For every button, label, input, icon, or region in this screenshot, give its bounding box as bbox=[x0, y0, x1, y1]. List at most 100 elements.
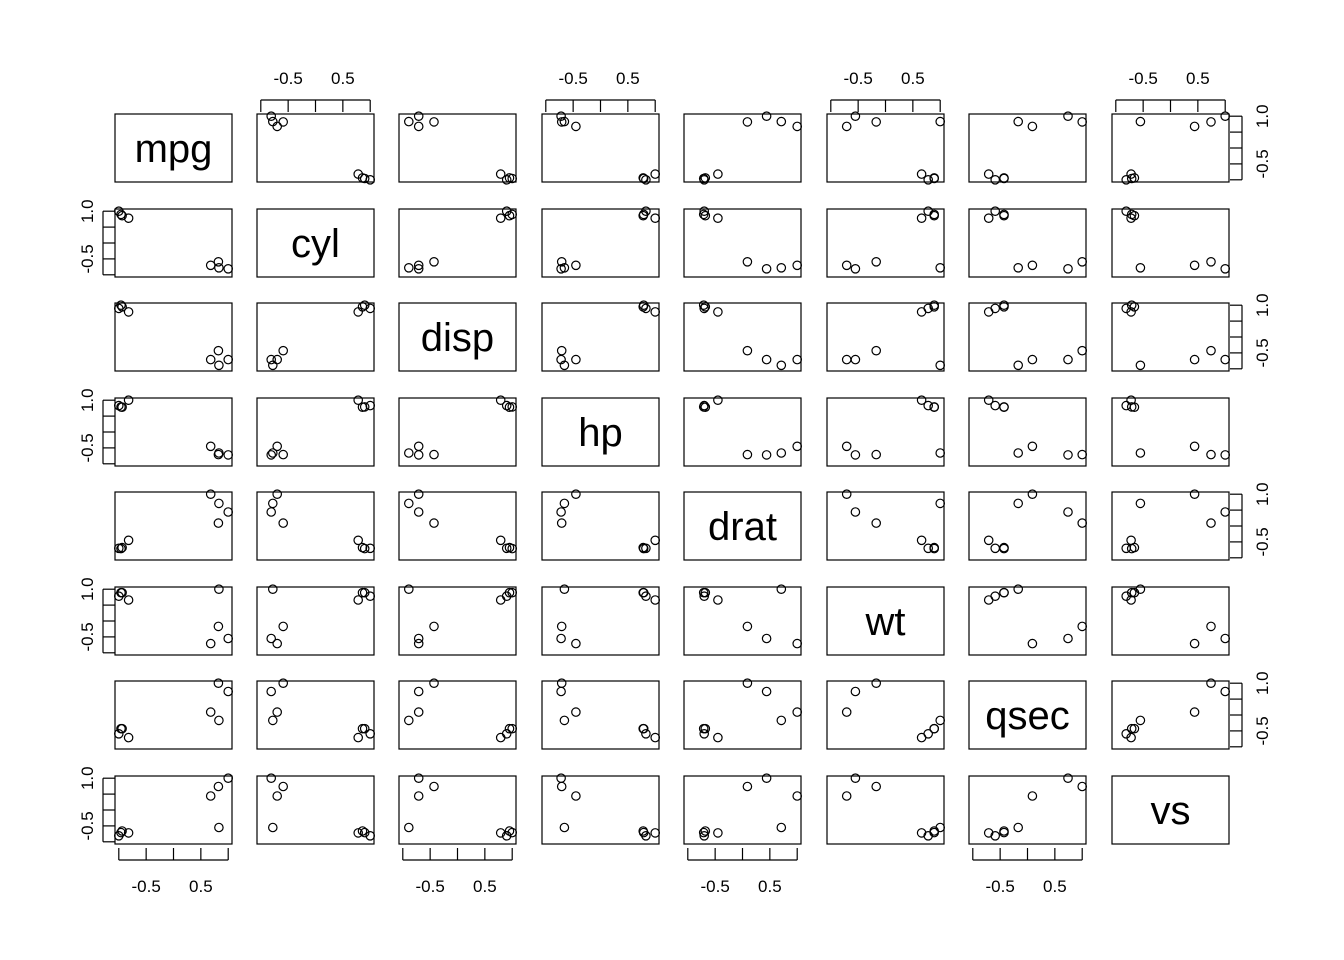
point-drat-vs-cyl-5 bbox=[267, 498, 278, 509]
point-mpg-vs-drat-2 bbox=[698, 173, 709, 184]
point-cyl-vs-qsec-3 bbox=[983, 213, 994, 223]
point-wt-vs-hp-7 bbox=[556, 633, 566, 644]
point-mpg-vs-disp-5 bbox=[403, 116, 414, 127]
point-mpg-vs-vs-4 bbox=[1189, 121, 1200, 132]
point-wt-vs-qsec-4 bbox=[1027, 638, 1038, 649]
point-vs-vs-qsec-1 bbox=[990, 830, 1000, 841]
point-qsec-vs-wt-4 bbox=[841, 707, 852, 717]
point-disp-vs-hp-5 bbox=[559, 360, 570, 371]
point-disp-vs-vs-7 bbox=[1220, 354, 1230, 365]
point-drat-vs-qsec-6 bbox=[1077, 518, 1087, 528]
top-tick-label-vs: -0.5 bbox=[1129, 69, 1158, 88]
panel-frame-disp-vs bbox=[1111, 302, 1230, 372]
point-drat-vs-wt-5 bbox=[935, 498, 945, 509]
panel-frame-qsec-wt bbox=[826, 680, 945, 750]
point-cyl-vs-wt-4 bbox=[841, 260, 852, 271]
point-vs-vs-wt-6 bbox=[871, 781, 881, 792]
bottom-tick-label-qsec: -0.5 bbox=[986, 877, 1015, 896]
left-tick-label-cyl: 1.0 bbox=[78, 199, 97, 223]
point-wt-vs-qsec-7 bbox=[1063, 633, 1073, 644]
point-mpg-vs-qsec-6 bbox=[1077, 117, 1087, 127]
point-vs-vs-mpg-6 bbox=[213, 781, 224, 792]
point-mpg-vs-hp-2 bbox=[638, 173, 649, 184]
point-drat-vs-qsec-4 bbox=[1027, 489, 1038, 499]
point-drat-vs-disp-7 bbox=[413, 507, 424, 517]
point-vs-vs-wt-3 bbox=[916, 828, 927, 838]
bottom-tick-label-qsec: 0.5 bbox=[1043, 877, 1067, 896]
diagonal-label-wt: wt bbox=[865, 600, 906, 644]
point-wt-vs-hp-2 bbox=[638, 587, 649, 598]
point-wt-vs-mpg-3 bbox=[123, 595, 134, 605]
panel-frame-disp-drat bbox=[683, 302, 802, 372]
right-tick-label-mpg: -0.5 bbox=[1253, 149, 1272, 178]
panel-frame-hp-drat bbox=[683, 397, 802, 467]
panel-frame-drat-wt bbox=[826, 491, 945, 561]
point-mpg-vs-cyl-3 bbox=[353, 169, 363, 179]
point-qsec-vs-drat-3 bbox=[713, 732, 723, 743]
point-wt-vs-drat-4 bbox=[792, 638, 802, 649]
panel-frame-qsec-cyl bbox=[256, 680, 375, 750]
point-qsec-vs-disp-7 bbox=[413, 686, 424, 697]
point-qsec-vs-mpg-2 bbox=[116, 723, 126, 734]
point-disp-vs-mpg-7 bbox=[223, 354, 233, 365]
point-hp-vs-qsec-6 bbox=[1077, 449, 1087, 460]
point-mpg-vs-vs-5 bbox=[1135, 116, 1146, 127]
point-cyl-vs-hp-2 bbox=[638, 209, 649, 220]
point-qsec-vs-vs-4 bbox=[1189, 707, 1200, 717]
point-vs-vs-qsec-4 bbox=[1027, 791, 1038, 801]
point-hp-vs-mpg-1 bbox=[114, 400, 124, 411]
point-hp-vs-wt-2 bbox=[929, 402, 939, 412]
point-hp-vs-qsec-7 bbox=[1063, 450, 1073, 460]
point-drat-vs-qsec-7 bbox=[1063, 507, 1073, 517]
point-vs-vs-drat-2 bbox=[698, 827, 709, 838]
point-mpg-vs-cyl-6 bbox=[278, 117, 288, 127]
point-mpg-vs-drat-4 bbox=[792, 121, 802, 132]
panel-frame-vs-disp bbox=[398, 775, 517, 845]
point-hp-vs-disp-4 bbox=[413, 441, 424, 452]
point-qsec-vs-vs-0 bbox=[1129, 723, 1140, 734]
point-disp-vs-qsec-6 bbox=[1077, 345, 1087, 356]
point-disp-vs-vs-6 bbox=[1206, 345, 1216, 356]
point-qsec-vs-vs-5 bbox=[1135, 715, 1146, 726]
point-cyl-vs-hp-4 bbox=[571, 260, 581, 271]
point-cyl-vs-disp-5 bbox=[403, 262, 414, 273]
point-hp-vs-vs-3 bbox=[1126, 395, 1136, 405]
top-tick-label-hp: 0.5 bbox=[616, 69, 640, 88]
point-cyl-vs-disp-2 bbox=[507, 209, 517, 220]
point-vs-vs-drat-3 bbox=[713, 828, 723, 838]
point-hp-vs-drat-5 bbox=[776, 448, 787, 458]
point-vs-vs-drat-0 bbox=[700, 826, 711, 836]
point-hp-vs-disp-6 bbox=[429, 449, 439, 460]
point-disp-vs-qsec-5 bbox=[1013, 360, 1023, 371]
point-drat-vs-wt-2 bbox=[929, 543, 939, 554]
point-cyl-vs-mpg-2 bbox=[116, 209, 126, 220]
point-vs-vs-disp-3 bbox=[495, 828, 506, 838]
point-disp-vs-wt-7 bbox=[850, 354, 861, 365]
point-disp-vs-mpg-6 bbox=[213, 345, 224, 356]
point-cyl-vs-mpg-7 bbox=[223, 263, 233, 274]
point-wt-vs-disp-5 bbox=[403, 584, 414, 594]
point-qsec-vs-disp-0 bbox=[504, 723, 515, 734]
point-wt-vs-qsec-5 bbox=[1013, 584, 1023, 594]
panel-frame-wt-disp bbox=[398, 586, 517, 656]
point-qsec-vs-wt-2 bbox=[929, 723, 939, 734]
point-vs-vs-cyl-5 bbox=[267, 822, 278, 833]
point-disp-vs-mpg-2 bbox=[116, 300, 126, 310]
point-vs-vs-cyl-0 bbox=[357, 826, 368, 836]
point-mpg-vs-cyl-5 bbox=[267, 116, 278, 127]
point-cyl-vs-wt-2 bbox=[929, 209, 939, 220]
point-drat-vs-disp-2 bbox=[507, 543, 517, 554]
point-drat-vs-qsec-5 bbox=[1013, 498, 1023, 509]
point-disp-vs-drat-1 bbox=[699, 303, 709, 314]
point-cyl-vs-vs-5 bbox=[1135, 262, 1146, 273]
point-drat-vs-wt-4 bbox=[841, 489, 852, 499]
point-drat-vs-cyl-7 bbox=[266, 507, 276, 517]
top-tick-label-cyl: 0.5 bbox=[331, 69, 355, 88]
point-cyl-vs-qsec-4 bbox=[1027, 260, 1038, 271]
point-hp-vs-vs-4 bbox=[1189, 441, 1200, 452]
point-qsec-vs-mpg-6 bbox=[213, 678, 224, 688]
top-tick-label-cyl: -0.5 bbox=[274, 69, 303, 88]
panel-frame-disp-hp bbox=[541, 302, 660, 372]
point-qsec-vs-disp-5 bbox=[403, 715, 414, 726]
point-wt-vs-disp-6 bbox=[429, 621, 439, 632]
